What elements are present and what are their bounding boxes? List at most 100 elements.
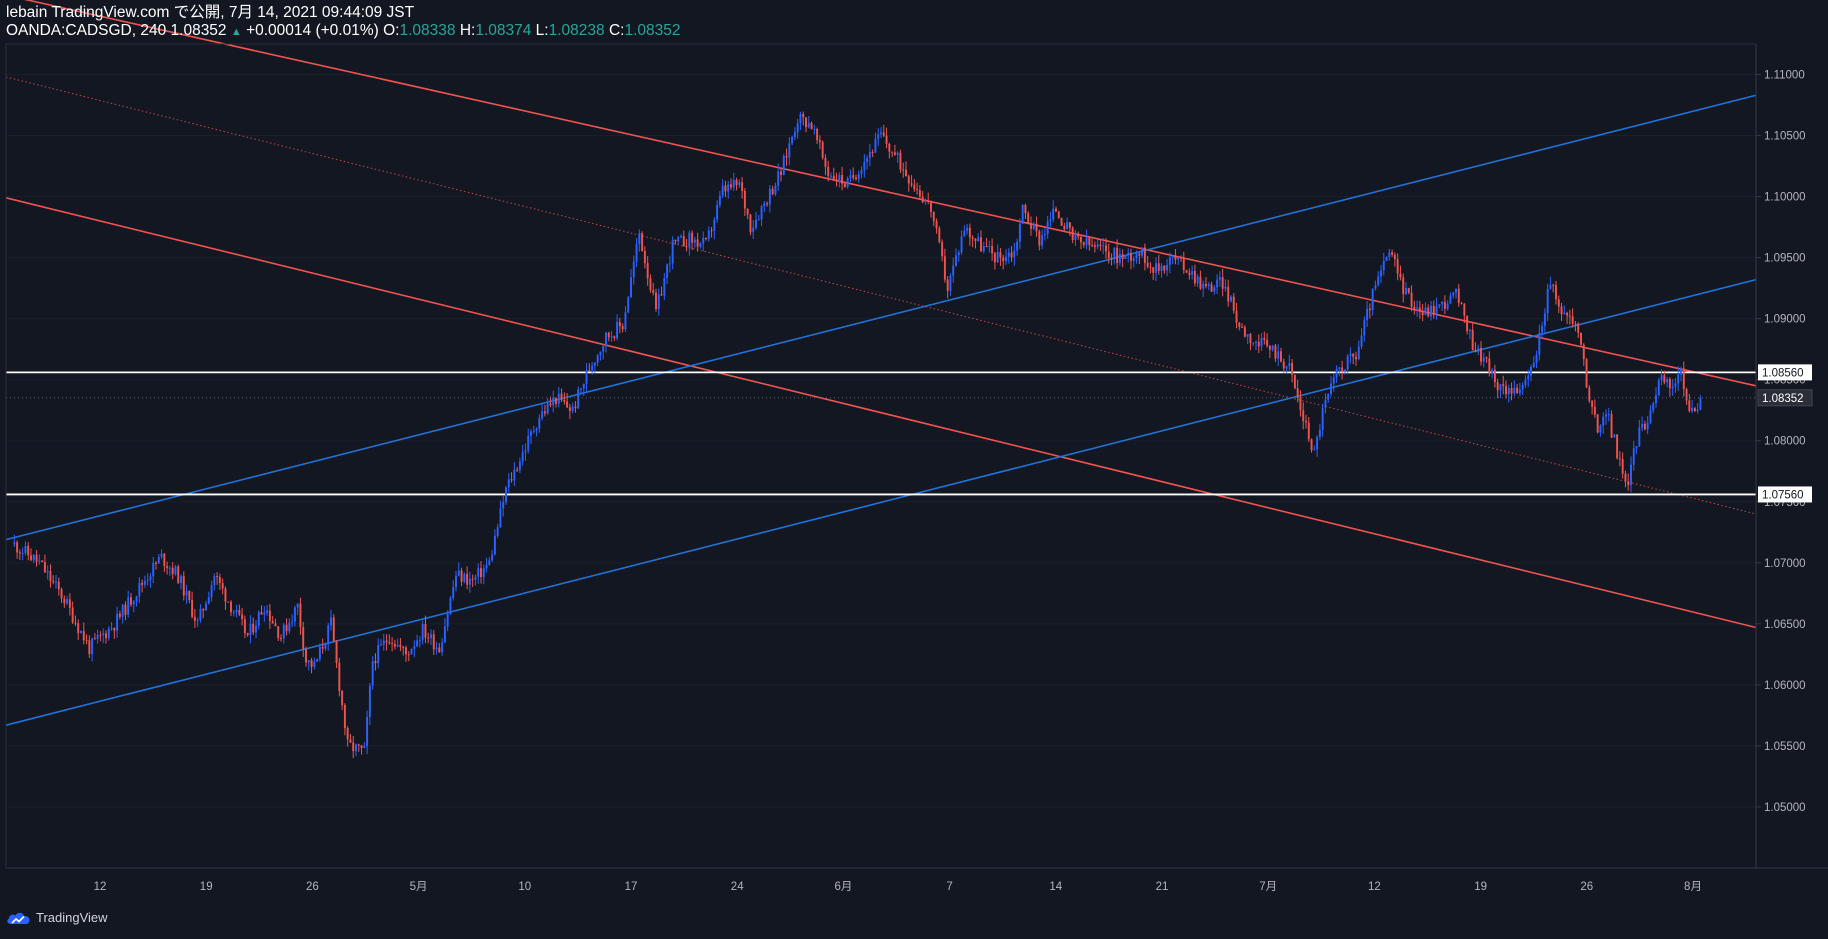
candle-body xyxy=(1171,256,1174,258)
candle-body xyxy=(1135,253,1138,259)
candle-body xyxy=(13,542,16,545)
candle-body xyxy=(1060,217,1063,226)
candle-body xyxy=(457,570,460,576)
candle-body xyxy=(646,263,649,279)
candle-body xyxy=(1627,481,1630,486)
candle-body xyxy=(682,236,685,247)
candle-body xyxy=(566,401,569,408)
candle-body xyxy=(405,647,407,655)
candle-body xyxy=(732,179,735,188)
x-tick-label: 8月 xyxy=(1684,881,1702,893)
candle-body xyxy=(1557,299,1560,307)
candle-body xyxy=(402,647,405,649)
candle-body xyxy=(1091,245,1094,247)
candle-body xyxy=(513,469,516,481)
candle-body xyxy=(43,561,46,573)
low-value: 1.08238 xyxy=(548,22,605,39)
candle-body xyxy=(1007,252,1010,257)
candle-body xyxy=(1382,261,1385,271)
trendlines[interactable] xyxy=(5,0,1757,726)
candle-body xyxy=(968,227,971,238)
candle-body xyxy=(741,182,744,191)
candle-body xyxy=(118,613,121,617)
candle-body xyxy=(202,608,205,611)
high-label: H: xyxy=(459,22,476,39)
symbol-legend[interactable]: OANDA:CADSGD, 240 1.08352 ▲ +0.00014 (+0… xyxy=(6,22,680,41)
x-tick-label: 6月 xyxy=(834,881,852,893)
candle-body xyxy=(191,599,194,617)
candle-body xyxy=(68,599,71,608)
time-axis[interactable]: 12 19 26 5月 10 17 24 6月 7 14 21 7月 12 19 26 8月 xyxy=(94,881,1702,893)
candle-body xyxy=(282,624,285,639)
candle-body xyxy=(1341,367,1344,372)
tradingview-logo[interactable]: TradingView xyxy=(6,910,108,925)
candle-body xyxy=(455,575,457,588)
candle-body xyxy=(171,567,174,575)
candle-body xyxy=(188,590,191,600)
up-arrow-icon: ▲ xyxy=(230,26,242,38)
candle-body xyxy=(1499,384,1502,391)
candle-body xyxy=(982,246,985,252)
candle-body xyxy=(730,184,732,188)
candle-body xyxy=(1241,326,1244,328)
cloud-logo-icon xyxy=(7,912,30,924)
candle-body xyxy=(1210,284,1213,292)
candle-body xyxy=(1077,233,1080,237)
candle-body xyxy=(1418,307,1421,312)
candle-body xyxy=(1371,288,1374,311)
candle-body xyxy=(1391,252,1394,255)
candle-body xyxy=(1421,311,1424,316)
candle-body xyxy=(1307,422,1310,440)
candle-body xyxy=(616,322,619,339)
trendline-red-median xyxy=(5,76,1757,515)
y-tick-label: 1.11000 xyxy=(1764,70,1805,82)
candle-body xyxy=(1010,252,1013,258)
candle-body xyxy=(180,576,182,584)
publish-info: lebain TradingView.com で公開, 7月 14, 2021 … xyxy=(6,4,414,22)
candle-body xyxy=(1643,423,1646,430)
candle-body xyxy=(1063,225,1066,230)
candle-body xyxy=(1268,345,1271,350)
candle-body xyxy=(1157,263,1160,271)
horizontal-levels[interactable] xyxy=(6,371,1756,496)
candle-body xyxy=(830,175,832,177)
candle-body xyxy=(596,354,599,363)
candle-body xyxy=(196,620,199,622)
x-tick-label: 14 xyxy=(1049,881,1062,893)
candle-body xyxy=(1405,287,1407,295)
candle-body xyxy=(1202,284,1205,289)
candle-body xyxy=(127,597,130,615)
candle-body xyxy=(1105,245,1107,252)
candle-body xyxy=(1638,427,1641,447)
candle-body xyxy=(746,208,749,215)
candle-body xyxy=(130,597,132,605)
candle-body xyxy=(505,487,507,502)
candle-body xyxy=(896,152,899,155)
candle-body xyxy=(385,640,388,643)
candle-body xyxy=(1002,257,1005,262)
y-tick-label: 1.05500 xyxy=(1764,741,1806,753)
candle-body xyxy=(821,142,824,158)
candle-body xyxy=(1480,347,1482,362)
x-tick-label: 21 xyxy=(1156,881,1169,893)
candle-body xyxy=(291,621,294,623)
price-axis[interactable]: 1.11000 1.10500 1.10000 1.09500 1.09000 1.085… xyxy=(1756,70,1806,814)
candle-body xyxy=(280,638,282,640)
candle-body xyxy=(91,638,94,655)
candle-body xyxy=(466,573,469,585)
candle-body xyxy=(1560,306,1563,315)
candle-body xyxy=(857,173,860,180)
candle-body xyxy=(435,647,438,650)
candle-body xyxy=(427,637,430,639)
candle-body xyxy=(96,634,99,639)
candle-body xyxy=(902,169,905,171)
close-label: C: xyxy=(608,22,625,39)
candle-body xyxy=(1074,233,1077,240)
candle-body xyxy=(424,623,427,638)
candle-body xyxy=(991,245,994,254)
candle-body xyxy=(960,236,963,253)
candle-body xyxy=(1016,241,1019,251)
candle-body xyxy=(691,232,694,243)
candle-body xyxy=(543,411,546,414)
